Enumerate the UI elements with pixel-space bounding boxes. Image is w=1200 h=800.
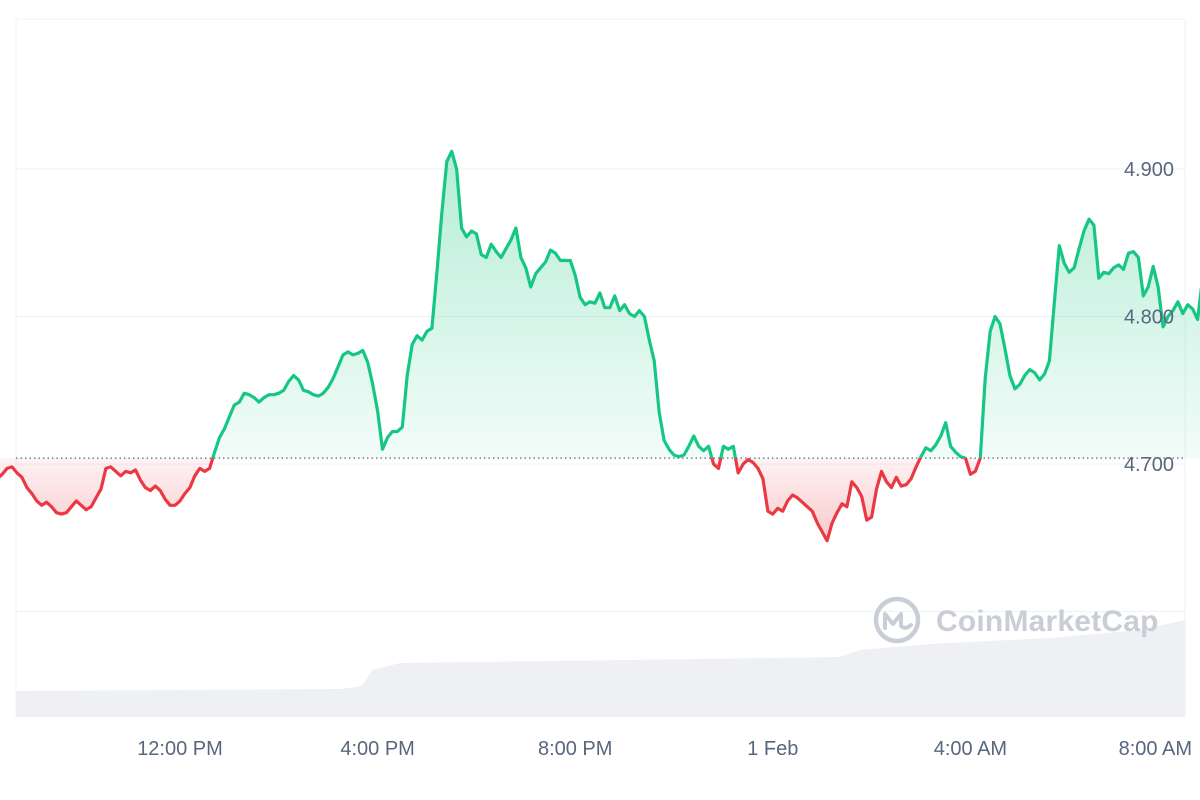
volume-area [16, 620, 1185, 717]
x-tick-label: 12:00 PM [137, 738, 223, 760]
x-tick-label: 4:00 AM [934, 738, 1007, 760]
x-axis-labels: 12:00 PM 4:00 PM 8:00 PM 1 Feb 4:00 AM 8:00 A… [137, 738, 1192, 760]
y-tick-label: 4.800 [1124, 307, 1174, 329]
y-tick-label: 4.900 [1124, 159, 1174, 181]
y-tick-label: 4.700 [1124, 454, 1174, 476]
x-tick-label: 1 Feb [747, 738, 798, 760]
coinmarketcap-watermark: CoinMarketCap [873, 596, 1159, 644]
price-line [0, 149, 1200, 543]
watermark-text: CoinMarketCap [936, 605, 1159, 638]
x-tick-label: 8:00 PM [538, 738, 612, 760]
price-line-down [0, 458, 982, 543]
x-tick-label: 8:00 AM [1119, 738, 1192, 760]
coinmarketcap-logo-icon [873, 596, 921, 644]
price-area [0, 151, 1200, 541]
price-area-down [0, 458, 981, 541]
x-tick-label: 4:00 PM [340, 738, 414, 760]
price-area-up [0, 151, 1200, 459]
price-line-up [211, 149, 1200, 459]
volume-bars [16, 620, 1185, 717]
y-axis-labels: 4.700 4.800 4.900 [1124, 159, 1174, 476]
